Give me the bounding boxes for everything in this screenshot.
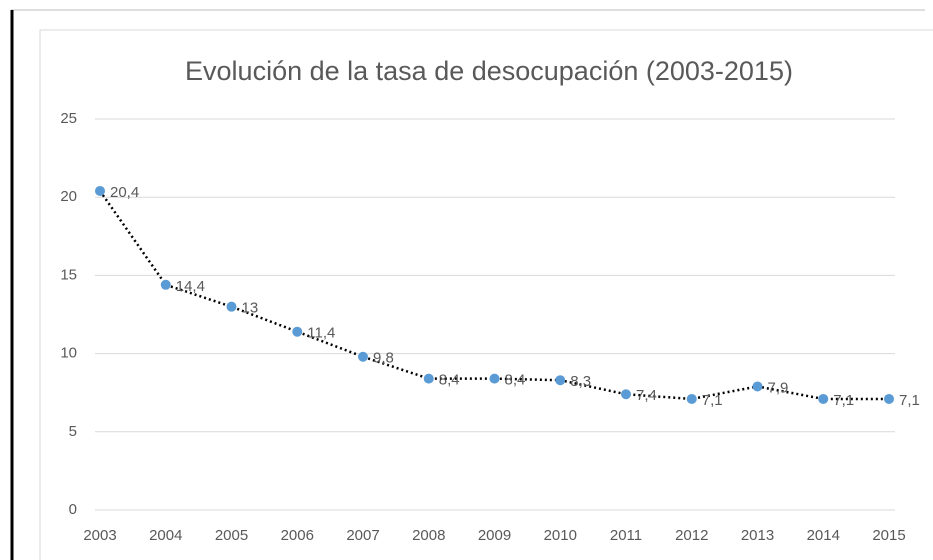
marker bbox=[752, 381, 763, 392]
marker bbox=[555, 375, 566, 386]
data-label: 9,8 bbox=[373, 350, 394, 367]
data-label: 7,1 bbox=[833, 392, 854, 409]
y-tick-label: 0 bbox=[69, 501, 77, 518]
line bbox=[98, 190, 889, 401]
y-tick-label: 10 bbox=[60, 345, 77, 362]
marker bbox=[884, 393, 894, 404]
data-label: 7,4 bbox=[636, 387, 657, 404]
chart-frame bbox=[39, 29, 933, 560]
data-label: 8,4 bbox=[505, 372, 526, 389]
data-label: 7,1 bbox=[899, 392, 920, 409]
marker bbox=[226, 301, 237, 312]
x-tick-label: 2004 bbox=[149, 527, 182, 544]
marker bbox=[160, 279, 171, 290]
marker bbox=[686, 393, 697, 404]
marker bbox=[621, 389, 631, 400]
data-label: 8,4 bbox=[439, 372, 460, 389]
x-tick-label: 2003 bbox=[83, 527, 116, 544]
y-tick-label: 20 bbox=[60, 188, 77, 205]
marker bbox=[818, 393, 829, 404]
y-tick-label: 5 bbox=[69, 423, 77, 440]
x-tick-label: 2013 bbox=[741, 527, 774, 544]
data-label: 11,4 bbox=[307, 325, 335, 342]
data-label: 8,3 bbox=[570, 373, 591, 390]
chart-title: Evolución de la tasa de desocupación (20… bbox=[185, 56, 793, 86]
data-label: 14,4 bbox=[176, 278, 205, 295]
x-tick-label: 2011 bbox=[610, 527, 642, 544]
data-label: 7,9 bbox=[768, 379, 789, 396]
x-tick-label: 2009 bbox=[478, 527, 511, 544]
x-tick-label: 2015 bbox=[872, 527, 905, 544]
marker bbox=[292, 326, 303, 337]
y-tick-label: 15 bbox=[60, 266, 77, 283]
x-tick-label: 2007 bbox=[346, 527, 379, 544]
marker bbox=[489, 373, 500, 384]
data-label: 13 bbox=[242, 300, 259, 317]
marker bbox=[95, 185, 105, 196]
x-tick-label: 2012 bbox=[675, 527, 708, 544]
marker bbox=[358, 351, 368, 362]
x-tick-label: 2014 bbox=[807, 527, 840, 544]
marker bbox=[423, 373, 434, 384]
x-tick-label: 2005 bbox=[215, 527, 248, 544]
data-label: 7,1 bbox=[702, 392, 723, 409]
data-label: 20,4 bbox=[110, 184, 139, 201]
y-tick-label: 25 bbox=[60, 110, 77, 127]
x-tick-label: 2008 bbox=[412, 527, 445, 544]
x-tick-label: 2010 bbox=[544, 527, 577, 544]
x-tick-label: 2006 bbox=[281, 527, 314, 544]
